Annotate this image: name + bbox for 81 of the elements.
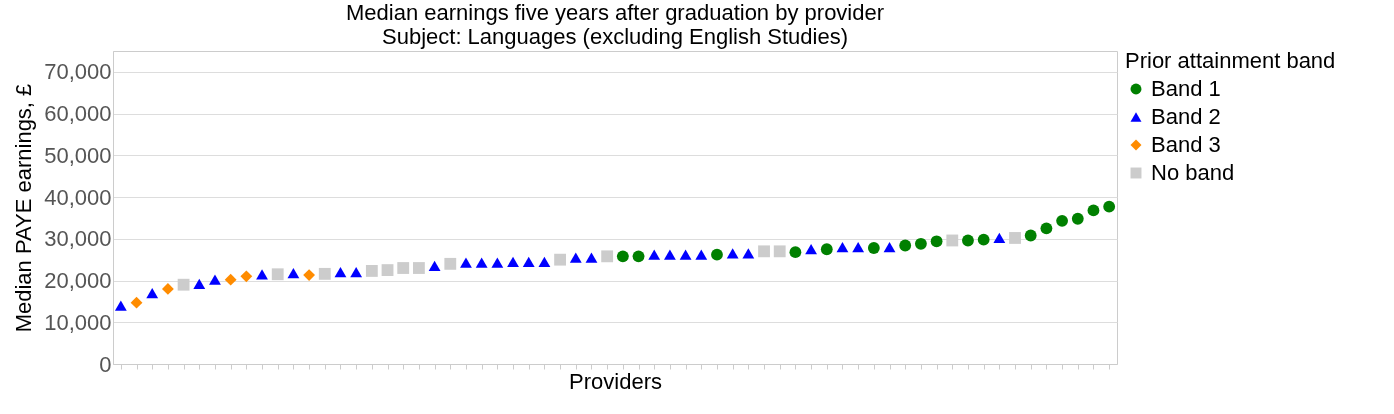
point [334, 267, 347, 278]
y-tick-label: 60,000 [44, 101, 112, 127]
y-tick-label: 40,000 [44, 184, 112, 210]
point [193, 278, 206, 289]
point [852, 242, 865, 253]
point [287, 267, 300, 279]
point [224, 273, 237, 286]
chart-title: Median earnings five years after graduation by provider [345, 0, 885, 25]
point [758, 245, 770, 258]
point [663, 249, 676, 260]
point [867, 242, 880, 254]
point [271, 268, 284, 281]
point [585, 252, 598, 263]
point [601, 250, 614, 263]
x-axis-title: Providers [569, 368, 662, 394]
point [256, 269, 268, 280]
point [962, 234, 974, 247]
point [350, 267, 363, 278]
point [632, 250, 645, 263]
y-tick-label: 30,000 [44, 226, 112, 252]
point [507, 256, 519, 267]
point [412, 262, 425, 274]
point [240, 270, 253, 283]
point [711, 248, 723, 261]
point [1040, 222, 1053, 235]
point [820, 243, 833, 256]
point [161, 282, 174, 295]
point [836, 242, 849, 253]
point [899, 239, 912, 252]
legend-label: Band 3 [1151, 132, 1221, 157]
point [146, 287, 159, 299]
point [1071, 212, 1084, 225]
point [428, 260, 441, 272]
point [381, 264, 394, 277]
point [475, 257, 488, 268]
point [946, 234, 959, 247]
chart-subtitle: Subject: Languages (excluding English Studies) [382, 24, 848, 49]
legend-label: No band [1151, 160, 1235, 185]
point [616, 250, 629, 263]
point [679, 249, 692, 260]
point [726, 248, 739, 259]
point [648, 249, 661, 260]
point [114, 300, 127, 311]
point [365, 265, 378, 277]
y-axis-title: Median PAYE earnings, £ [11, 83, 37, 333]
point [554, 253, 567, 266]
y-tick-label: 10,000 [44, 309, 112, 335]
point [130, 296, 143, 309]
point [883, 242, 896, 253]
point [930, 235, 943, 248]
point [993, 232, 1006, 244]
point [303, 269, 316, 282]
point [773, 245, 786, 258]
point [444, 257, 457, 270]
point [1103, 200, 1116, 213]
point [1024, 229, 1037, 242]
y-tick-label: 50,000 [44, 142, 112, 168]
point [1087, 204, 1100, 217]
point [538, 256, 551, 267]
y-tick-label: 20,000 [44, 268, 112, 294]
point [742, 248, 755, 259]
point [209, 274, 221, 285]
point [1056, 214, 1069, 227]
point [460, 257, 472, 268]
point [318, 267, 331, 280]
point [1009, 232, 1021, 244]
legend-title: Prior attainment band [1125, 48, 1336, 73]
point [522, 256, 535, 267]
point [789, 246, 802, 259]
point [914, 237, 927, 250]
point [977, 233, 990, 246]
point [695, 249, 708, 260]
point [177, 278, 190, 291]
y-tick-label: 0 [99, 351, 112, 377]
point [569, 252, 582, 263]
point [491, 257, 504, 268]
point [805, 244, 818, 255]
y-tick-label: 70,000 [44, 59, 112, 85]
legend-label: Band 2 [1151, 104, 1221, 129]
point [397, 262, 410, 274]
legend-label: Band 1 [1151, 76, 1221, 101]
